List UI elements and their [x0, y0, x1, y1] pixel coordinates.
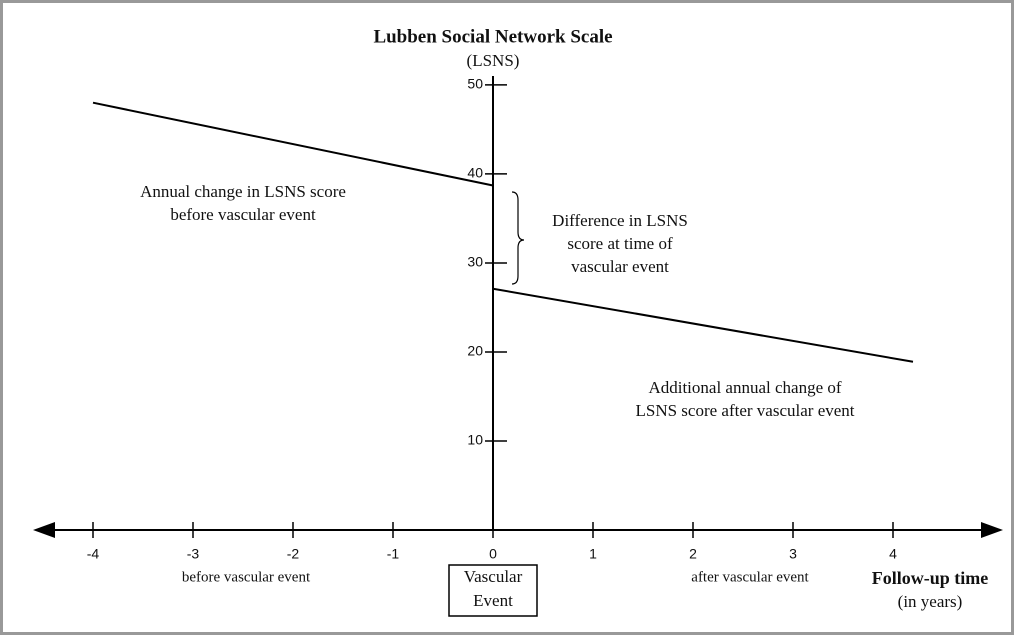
annotation: LSNS score after vascular event — [635, 401, 854, 420]
region-label: after vascular event — [691, 569, 809, 585]
y-axis-label: (LSNS) — [467, 51, 520, 70]
y-tick-label: 40 — [467, 165, 483, 181]
data-line — [92, 101, 494, 187]
y-tick-label: 30 — [467, 254, 483, 270]
data-line — [492, 287, 914, 363]
event-label: Event — [473, 591, 513, 610]
brace — [511, 191, 525, 285]
annotation: Difference in LSNS — [552, 211, 688, 230]
x-tick-label: -4 — [87, 546, 100, 562]
event-label: Vascular — [464, 567, 523, 586]
x-axis-label: Follow-up time — [872, 568, 989, 588]
y-tick-label: 20 — [467, 343, 483, 359]
y-tick-label: 50 — [467, 76, 483, 92]
region-label: before vascular event — [182, 569, 311, 585]
annotation: before vascular event — [170, 205, 316, 224]
x-tick-label: -3 — [187, 546, 200, 562]
x-tick-label: 2 — [689, 546, 697, 562]
x-axis-arrow — [981, 522, 1003, 538]
x-tick-label: 3 — [789, 546, 797, 562]
x-axis-arrow — [33, 522, 55, 538]
annotation: score at time of — [567, 234, 673, 253]
x-tick-label: 1 — [589, 546, 597, 562]
annotation: Annual change in LSNS score — [140, 182, 346, 201]
x-axis-sublabel: (in years) — [898, 592, 963, 611]
annotation: vascular event — [571, 257, 669, 276]
chart-title: Lubben Social Network Scale — [373, 26, 612, 47]
x-tick-label: -2 — [287, 546, 300, 562]
x-tick-label: -1 — [387, 546, 400, 562]
y-tick-label: 10 — [467, 432, 483, 448]
x-tick-label: 4 — [889, 546, 897, 562]
event-box — [448, 564, 538, 617]
annotation: Additional annual change of — [648, 378, 841, 397]
x-tick-label: 0 — [489, 546, 497, 562]
